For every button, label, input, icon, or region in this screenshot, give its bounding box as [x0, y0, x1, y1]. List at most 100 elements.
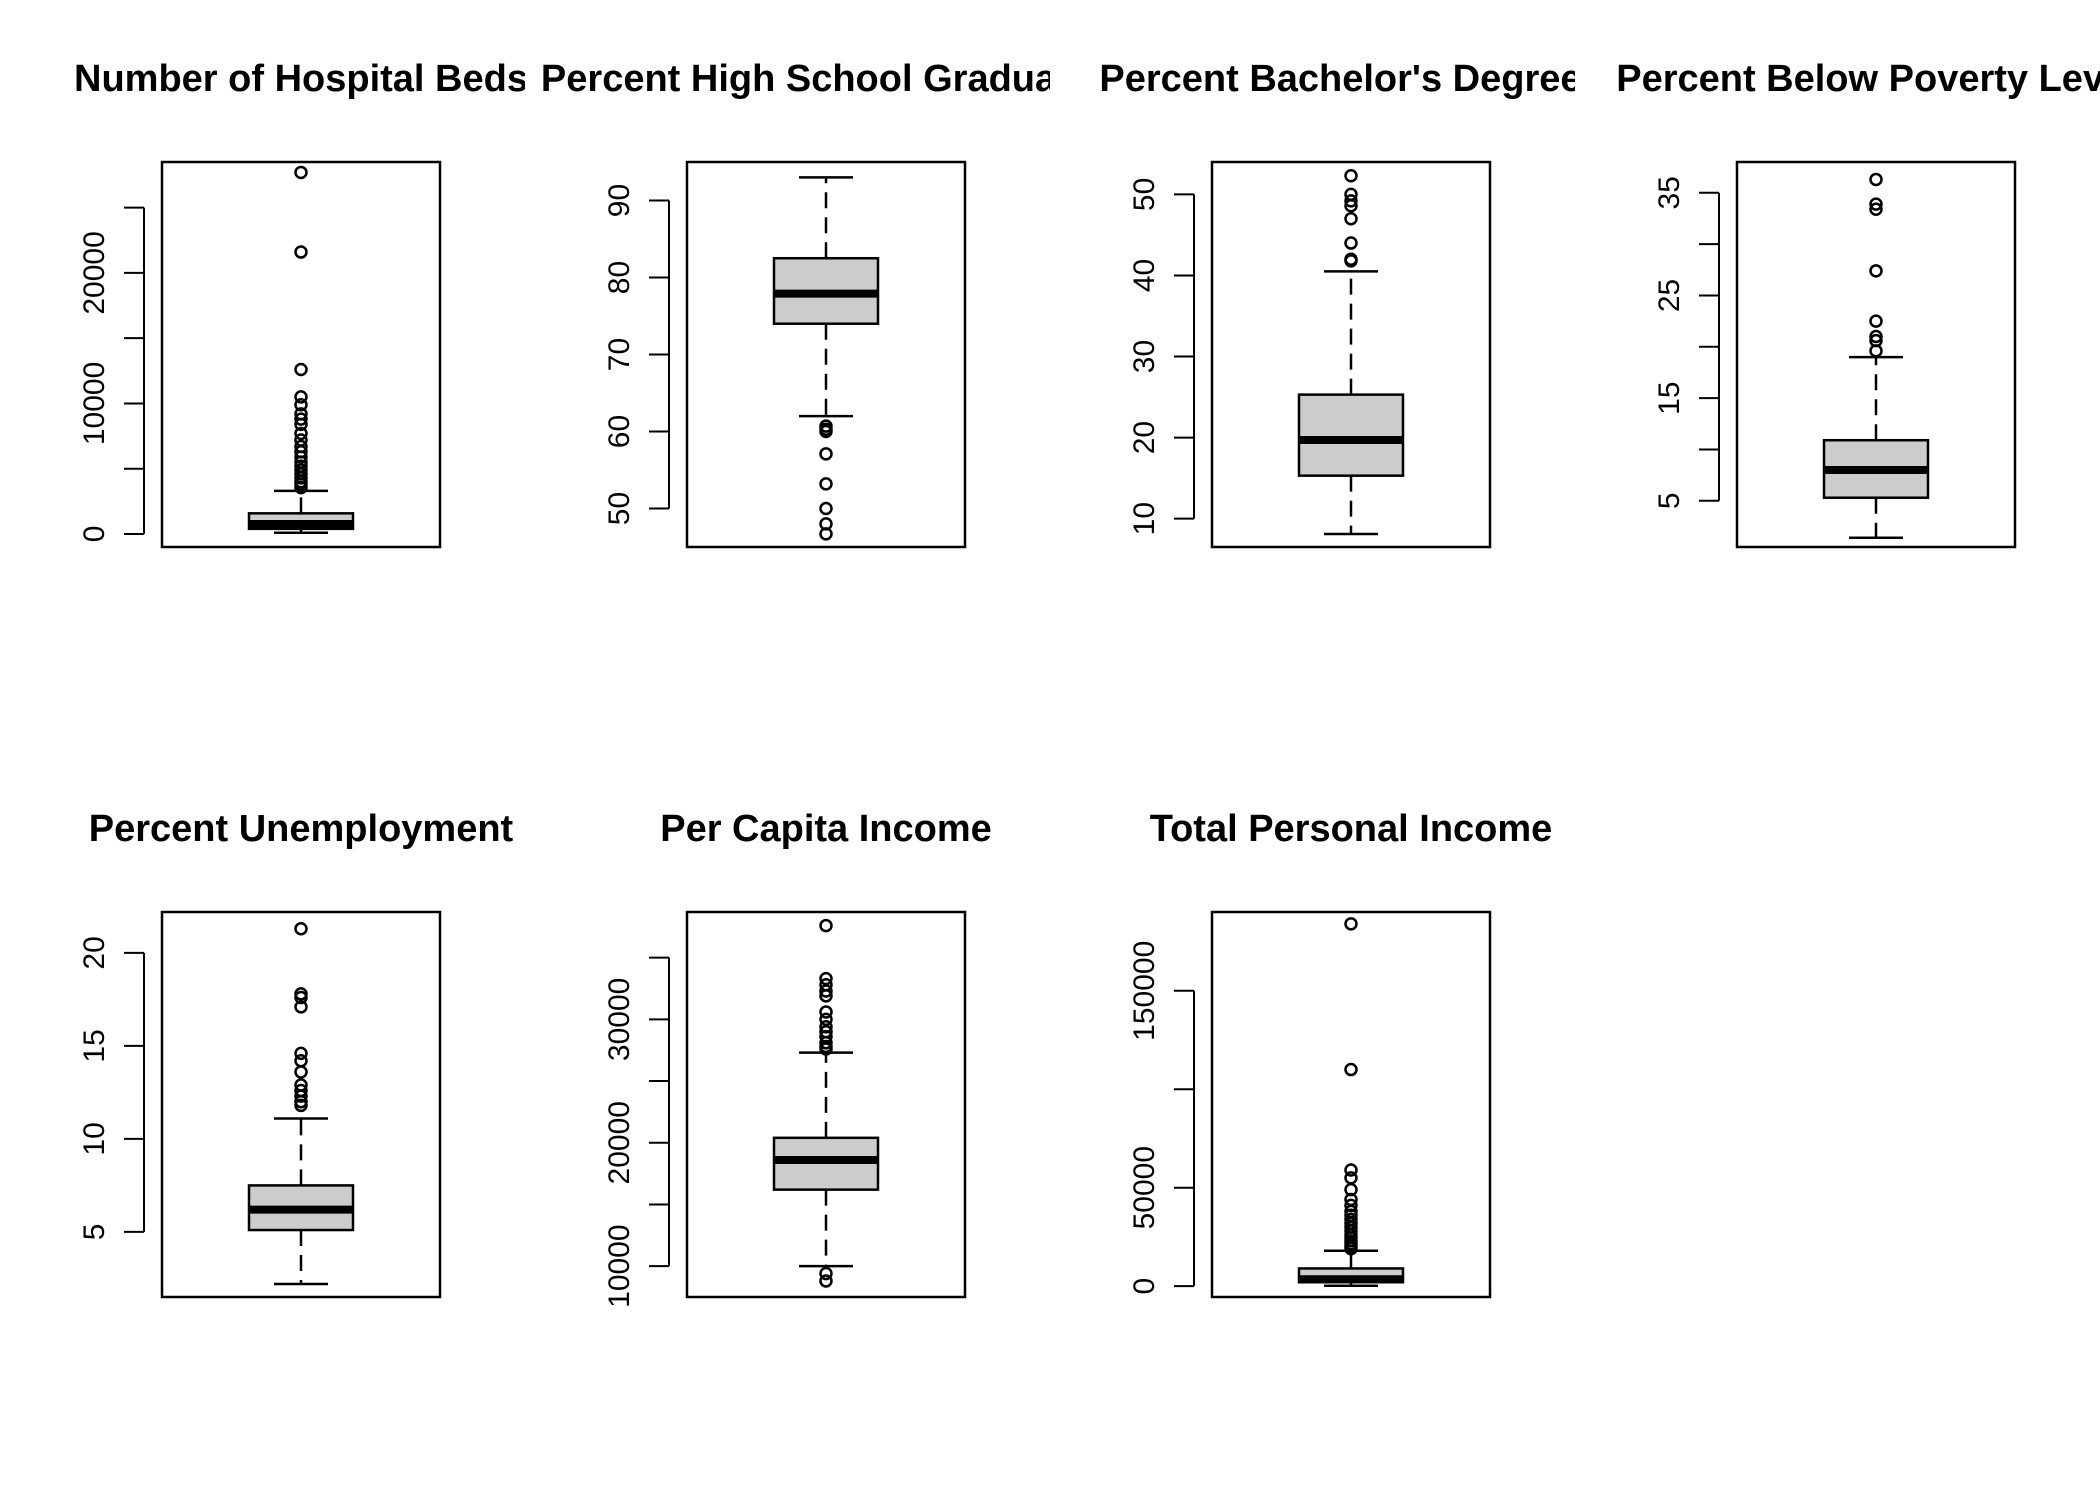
- outlier-point: [1869, 172, 1883, 187]
- outlier-point: [1869, 197, 1883, 211]
- outlier-point: [1344, 199, 1358, 213]
- plot-frame: [1735, 160, 2017, 549]
- outlier-point: [1344, 1062, 1358, 1077]
- outlier-point: [294, 1000, 308, 1014]
- outlier-point: [294, 450, 308, 464]
- y-tick-label: 10: [1128, 502, 1161, 535]
- y-tick-label: 20: [78, 936, 111, 969]
- y-tick-label: 20000: [603, 1101, 636, 1184]
- outlier-point: [819, 1274, 833, 1288]
- y-tick-label: 15: [1653, 381, 1686, 414]
- outlier-point: [1869, 314, 1883, 328]
- y-tick-label: 50: [1128, 178, 1161, 211]
- outlier-point: [1869, 329, 1883, 344]
- outlier-point: [294, 1098, 308, 1113]
- y-tick-label: 30: [1128, 340, 1161, 373]
- panel-title: Percent Below Poverty Level: [1616, 58, 2100, 100]
- outlier-point: [294, 990, 308, 1005]
- outlier-point: [1344, 169, 1358, 183]
- panel-title: Percent Bachelor's Degrees: [1099, 58, 1602, 100]
- outlier-point: [819, 918, 833, 933]
- plot-frame: [685, 160, 967, 549]
- outlier-point: [294, 1089, 308, 1103]
- outlier-point: [1344, 1171, 1358, 1185]
- outlier-point: [1344, 236, 1358, 250]
- boxplot-panel: Percent Below Poverty Level 5 15 25 35: [1616, 58, 2100, 549]
- y-tick-label: 10000: [603, 1224, 636, 1307]
- outlier-point: [294, 921, 308, 936]
- y-tick-label: 20000: [78, 231, 111, 314]
- boxplot-panel: Percent High School Graduates 50 60 70 80 90: [541, 58, 1111, 549]
- panel-title: Per Capita Income: [660, 808, 992, 850]
- boxplot-panel: Percent Bachelor's Degrees 10 20 30 40 50: [1099, 58, 1602, 549]
- y-tick-label: 10: [78, 1122, 111, 1155]
- plot-frame: [1210, 160, 1492, 549]
- outlier-point: [1344, 917, 1358, 931]
- panel-title: Total Personal Income: [1150, 808, 1553, 850]
- y-tick-label: 30000: [603, 978, 636, 1061]
- outlier-point: [819, 1012, 833, 1027]
- panel-title: Number of Hospital Beds: [74, 58, 528, 100]
- outlier-point: [1869, 202, 1883, 216]
- outlier-point: [819, 1042, 833, 1056]
- outlier-point: [294, 1046, 308, 1061]
- outlier-point: [294, 362, 308, 377]
- outlier-point: [819, 527, 833, 541]
- boxplot-panel: Total Personal Income 0 50000 150000: [1128, 808, 1553, 1299]
- outlier-point: [1344, 1242, 1358, 1256]
- y-tick-label: 5: [78, 1224, 111, 1241]
- outlier-point: [294, 426, 308, 441]
- outlier-point: [819, 989, 833, 1003]
- plot-frame: [685, 910, 967, 1299]
- outlier-point: [1344, 1163, 1358, 1177]
- outlier-point: [294, 1065, 308, 1079]
- outlier-point: [819, 1005, 833, 1019]
- outlier-point: [1344, 254, 1358, 268]
- outlier-point: [1869, 344, 1883, 358]
- plot-frame: [1210, 910, 1492, 1299]
- outlier-point: [294, 245, 308, 259]
- outlier-point: [1344, 194, 1358, 208]
- y-tick-label: 80: [603, 261, 636, 294]
- outlier-point: [294, 1054, 308, 1068]
- panel-title: Percent Unemployment: [89, 808, 514, 850]
- boxplot-panel: Number of Hospital Beds 0 10000 20000: [74, 58, 528, 549]
- outlier-point: [294, 412, 308, 426]
- y-tick-label: 150000: [1128, 941, 1161, 1041]
- boxplot-panel: Percent Unemployment 5 10 15 20: [78, 808, 514, 1299]
- outlier-point: [294, 480, 308, 495]
- outlier-point: [819, 984, 833, 998]
- y-tick-label: 5: [1653, 492, 1686, 509]
- y-tick-label: 40: [1128, 259, 1161, 292]
- y-tick-label: 10000: [78, 362, 111, 445]
- plot-frame: [160, 160, 442, 549]
- outlier-point: [294, 165, 308, 180]
- y-tick-label: 50000: [1128, 1146, 1161, 1229]
- y-tick-label: 0: [1128, 1278, 1161, 1295]
- outlier-point: [819, 501, 833, 516]
- outlier-point: [294, 397, 308, 412]
- iqr-box: [1297, 393, 1405, 477]
- outlier-point: [819, 971, 833, 986]
- outlier-point: [1344, 211, 1358, 226]
- panel-title: Percent High School Graduates: [541, 58, 1111, 100]
- y-tick-label: 20: [1128, 421, 1161, 454]
- outlier-point: [819, 477, 833, 491]
- y-tick-label: 90: [603, 184, 636, 217]
- outlier-point: [1869, 264, 1883, 278]
- outlier-point: [294, 417, 308, 432]
- boxplot-panel: Per Capita Income 10000 20000 30000: [603, 808, 992, 1308]
- y-tick-label: 0: [78, 526, 111, 543]
- y-tick-label: 35: [1653, 176, 1686, 209]
- y-tick-label: 15: [78, 1029, 111, 1062]
- outlier-point: [819, 447, 833, 461]
- outlier-point: [294, 390, 308, 404]
- y-tick-label: 50: [603, 492, 636, 525]
- outlier-point: [819, 1266, 833, 1281]
- y-tick-label: 60: [603, 415, 636, 448]
- y-tick-label: 70: [603, 338, 636, 371]
- plot-frame: [160, 910, 442, 1299]
- outlier-point: [819, 424, 833, 439]
- y-tick-label: 25: [1653, 279, 1686, 312]
